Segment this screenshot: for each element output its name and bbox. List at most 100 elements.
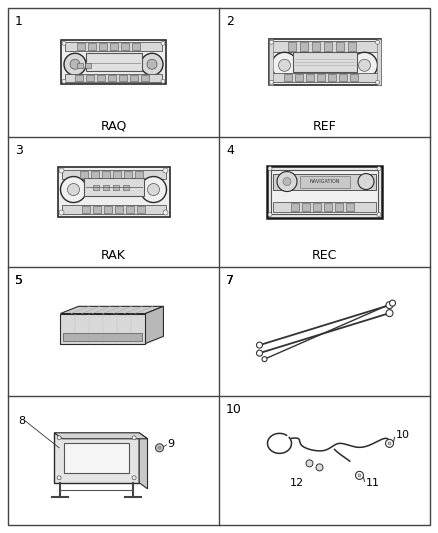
Bar	[65, 74, 162, 82]
Bar	[347, 42, 356, 51]
Bar	[137, 206, 145, 213]
Bar	[120, 43, 128, 50]
Circle shape	[269, 41, 273, 44]
Bar	[113, 171, 120, 177]
Bar	[268, 39, 381, 85]
Circle shape	[268, 213, 272, 216]
Circle shape	[277, 172, 297, 191]
Bar	[272, 41, 378, 52]
Circle shape	[161, 41, 165, 45]
Bar	[84, 177, 144, 196]
Bar	[113, 184, 119, 190]
Bar	[272, 73, 378, 82]
Text: 5: 5	[15, 273, 23, 287]
Bar	[119, 75, 127, 82]
Circle shape	[386, 310, 393, 317]
Bar	[81, 206, 89, 213]
Bar	[301, 203, 310, 211]
Circle shape	[377, 166, 381, 171]
Bar	[96, 75, 105, 82]
Bar	[99, 43, 106, 50]
Bar	[312, 203, 321, 211]
Polygon shape	[54, 433, 148, 439]
Bar	[268, 39, 272, 85]
Circle shape	[132, 476, 136, 480]
Circle shape	[147, 59, 157, 69]
Circle shape	[306, 460, 313, 467]
Circle shape	[158, 446, 161, 449]
Bar	[287, 42, 296, 51]
Circle shape	[163, 210, 168, 215]
Circle shape	[358, 174, 374, 190]
Bar	[114, 206, 123, 213]
Polygon shape	[145, 306, 163, 344]
Bar	[267, 166, 382, 217]
Circle shape	[155, 444, 163, 452]
Circle shape	[356, 471, 364, 479]
Bar	[130, 75, 138, 82]
Polygon shape	[60, 313, 145, 344]
Bar	[88, 43, 95, 50]
Bar	[64, 443, 129, 473]
Circle shape	[283, 177, 291, 185]
Bar	[283, 74, 292, 82]
Text: 11: 11	[365, 479, 379, 488]
Circle shape	[132, 436, 136, 440]
Text: 5: 5	[15, 273, 23, 287]
Bar	[273, 174, 376, 190]
Bar	[80, 171, 88, 177]
Bar	[126, 206, 134, 213]
Text: RAK: RAK	[101, 249, 126, 262]
Bar	[324, 203, 332, 211]
Circle shape	[375, 41, 379, 44]
Bar	[124, 171, 131, 177]
Circle shape	[269, 80, 273, 84]
Polygon shape	[139, 433, 148, 489]
Circle shape	[257, 342, 262, 348]
Text: 1: 1	[15, 15, 23, 28]
Circle shape	[262, 357, 267, 361]
Text: 10: 10	[396, 430, 410, 440]
Circle shape	[272, 52, 297, 78]
Bar	[141, 75, 148, 82]
Bar	[77, 63, 83, 68]
Circle shape	[141, 176, 166, 203]
Bar	[324, 42, 332, 51]
Circle shape	[148, 183, 159, 196]
Bar	[61, 41, 166, 84]
Bar	[300, 42, 307, 51]
Bar	[102, 171, 110, 177]
Circle shape	[59, 210, 64, 215]
Bar	[328, 74, 336, 82]
Bar	[273, 201, 376, 212]
Bar	[65, 42, 162, 51]
Bar	[346, 203, 353, 211]
Bar	[57, 166, 170, 216]
Circle shape	[161, 79, 165, 83]
Circle shape	[57, 476, 61, 480]
Bar	[377, 39, 381, 85]
Bar	[103, 206, 112, 213]
Bar	[74, 75, 82, 82]
Circle shape	[57, 436, 61, 440]
Bar	[85, 53, 141, 71]
Text: 7: 7	[226, 273, 234, 287]
Text: 10: 10	[226, 403, 242, 416]
Bar	[317, 74, 325, 82]
Bar	[64, 333, 142, 341]
Text: NAVIGATION: NAVIGATION	[309, 179, 340, 184]
Circle shape	[64, 53, 86, 75]
Bar	[77, 43, 85, 50]
Text: 8: 8	[18, 416, 25, 426]
Circle shape	[67, 183, 80, 196]
Circle shape	[60, 176, 86, 203]
Bar	[91, 171, 99, 177]
Bar	[300, 175, 350, 188]
Text: 3: 3	[15, 144, 23, 157]
Circle shape	[375, 80, 379, 84]
Bar	[290, 203, 299, 211]
Bar	[134, 171, 142, 177]
Circle shape	[163, 168, 168, 173]
Circle shape	[358, 59, 371, 71]
Circle shape	[352, 52, 378, 78]
